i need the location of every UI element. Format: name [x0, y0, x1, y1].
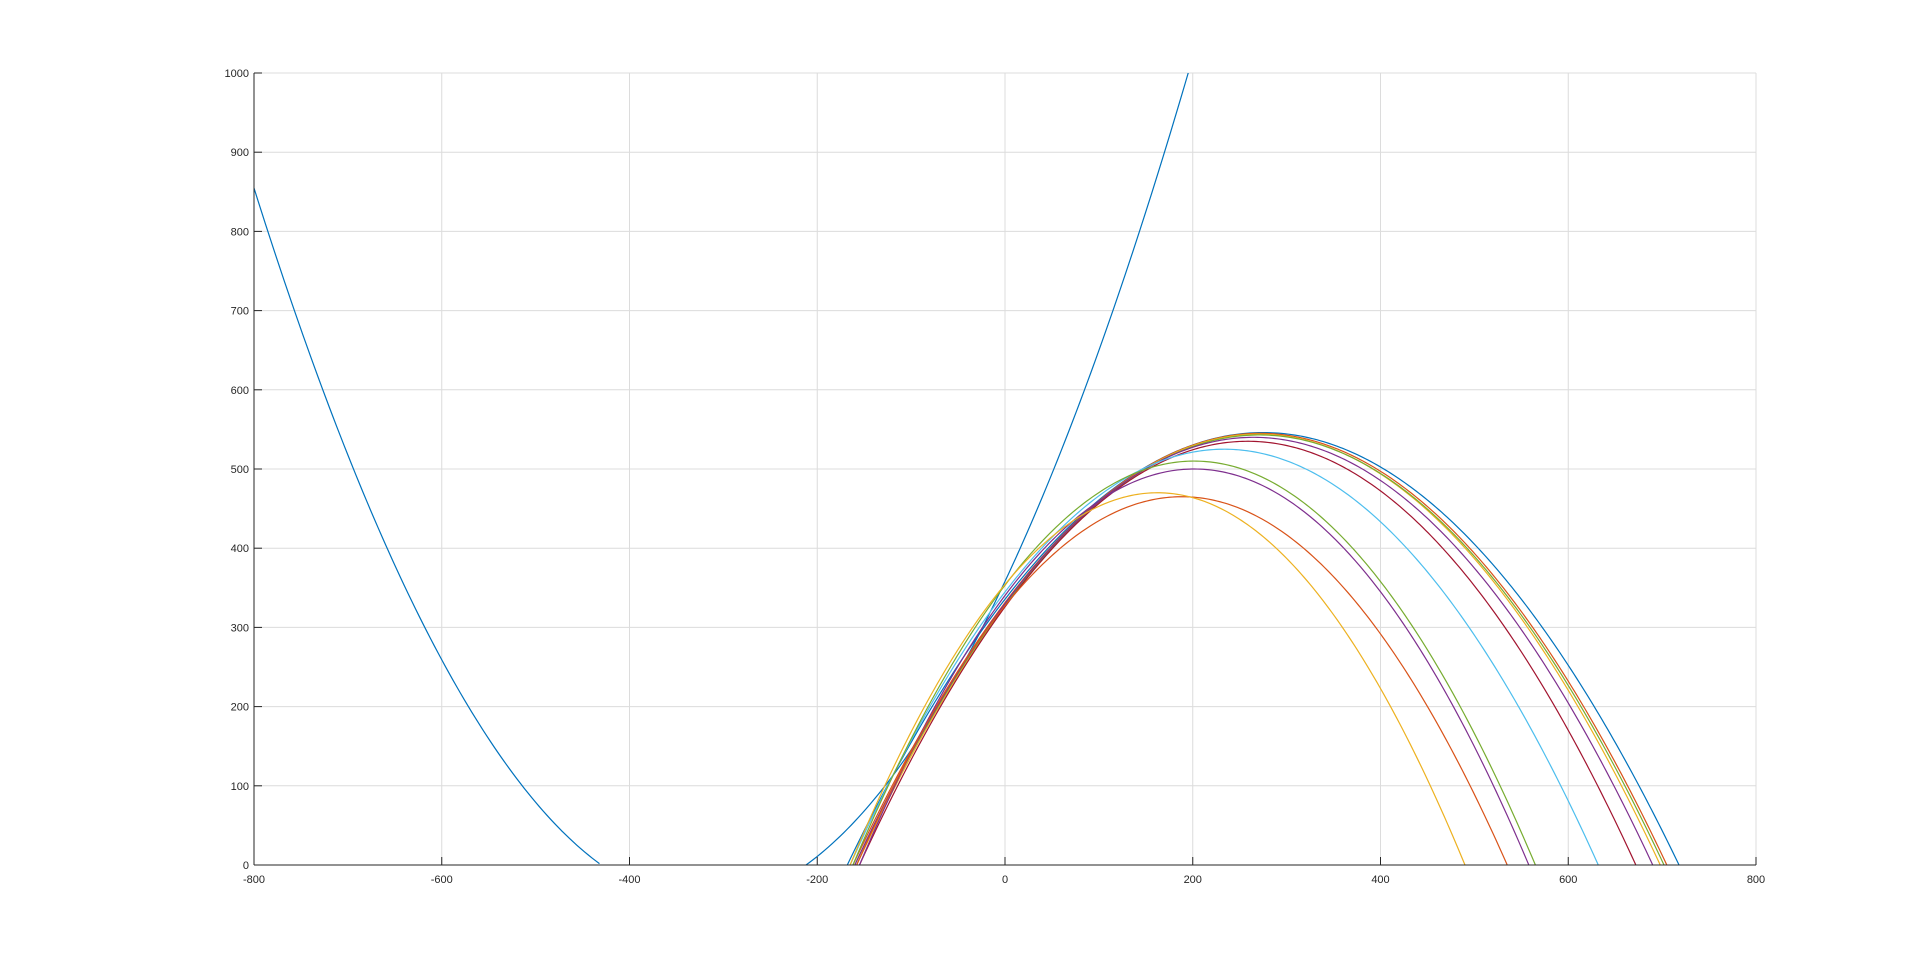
series-line-9 — [852, 460, 1536, 865]
x-tick-label: -800 — [243, 874, 265, 886]
series-line-2 — [846, 431, 1680, 865]
y-tick-label: 900 — [231, 147, 249, 159]
series-line-4 — [856, 433, 1661, 865]
series-lines — [254, 73, 1680, 865]
x-tick-label: 800 — [1747, 874, 1765, 886]
y-tick-label: 700 — [231, 306, 249, 318]
y-tick-label: 300 — [231, 622, 249, 634]
x-tick-label: -400 — [618, 874, 640, 886]
x-tick-label: 0 — [1002, 874, 1008, 886]
series-line-11 — [856, 496, 1508, 865]
x-tick-label: 600 — [1559, 874, 1577, 886]
x-tick-label: -600 — [431, 874, 453, 886]
y-tick-label: 600 — [231, 385, 249, 397]
x-tick-label: 200 — [1184, 874, 1202, 886]
series-line-3 — [852, 432, 1668, 865]
series-line-8 — [849, 448, 1599, 865]
series-line-7 — [858, 440, 1637, 865]
tick-marks — [253, 72, 1757, 866]
grid — [253, 72, 1757, 866]
tick-labels: -800 -600 -400 -200 0 200 400 600 800 0 100 200 300 4… — [225, 68, 1766, 886]
y-tick-label: 800 — [231, 226, 249, 238]
x-tick-label: 400 — [1371, 874, 1389, 886]
series-line-12 — [849, 492, 1466, 865]
y-tick-label: 0 — [243, 860, 249, 872]
y-tick-label: 100 — [231, 781, 249, 793]
y-tick-label: 500 — [231, 464, 249, 476]
series-line-1 — [254, 73, 1189, 865]
series-line-10 — [858, 468, 1530, 865]
y-tick-label: 1000 — [225, 68, 249, 80]
y-tick-label: 200 — [231, 702, 249, 714]
x-tick-label: -200 — [806, 874, 828, 886]
y-tick-label: 400 — [231, 543, 249, 555]
